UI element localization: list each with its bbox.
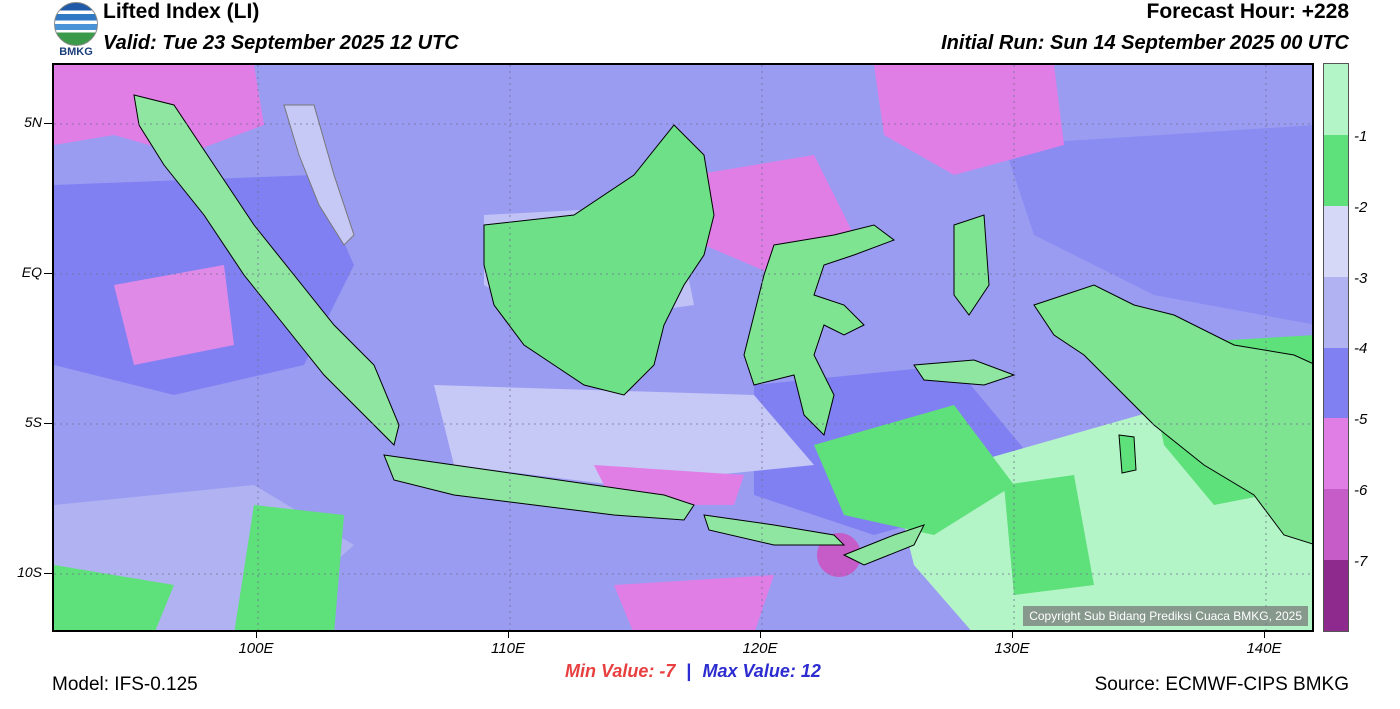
lat-tick <box>44 273 52 274</box>
colorbar-label: -6 <box>1354 482 1368 499</box>
min-value-label: Min Value: <box>565 661 655 681</box>
field-zone-magenta <box>114 265 234 365</box>
papua-island <box>1033 284 1312 545</box>
map-svg <box>54 65 1312 630</box>
colorbar-segment <box>1324 418 1348 490</box>
colorbar-segment <box>1324 205 1348 277</box>
min-max-separator: | <box>686 661 692 681</box>
lon-label-140e: 140E <box>1246 640 1282 657</box>
colorbar-label: -7 <box>1354 553 1368 570</box>
sulawesi-island <box>743 224 896 436</box>
colorbar-segment <box>1324 276 1348 348</box>
initial-run: Initial Run: Sun 14 September 2025 00 UT… <box>941 32 1349 54</box>
min-value: -7 <box>659 661 676 681</box>
max-value: 12 <box>800 661 821 681</box>
field-zone-magenta <box>614 575 774 630</box>
field-zone-green <box>54 565 174 630</box>
field-zone-green <box>814 405 1014 535</box>
lon-label-120e: 120E <box>742 640 778 657</box>
lat-tick <box>44 123 52 124</box>
lat-label-5n: 5N <box>24 114 42 130</box>
java-island <box>383 454 695 521</box>
data-source: Source: ECMWF-CIPS BMKG <box>1094 674 1349 695</box>
seram-island <box>913 359 1016 386</box>
model-name: Model: IFS-0.125 <box>52 674 198 695</box>
colorbar-label: -5 <box>1354 411 1368 428</box>
colorbar-label: -4 <box>1354 340 1368 357</box>
field-zone-green <box>1004 475 1094 595</box>
colorbar-label: -3 <box>1354 270 1368 287</box>
bmkg-logo-text: BMKG <box>59 46 93 58</box>
lon-label-100e: 100E <box>238 640 274 657</box>
colorbar <box>1323 63 1349 632</box>
bmkg-logo-emblem <box>54 2 98 46</box>
lon-tick <box>1264 632 1265 638</box>
lat-label-10s: 10S <box>17 564 42 580</box>
sumatra-island <box>133 94 400 446</box>
max-value-label: Max Value: <box>702 661 796 681</box>
colorbar-segment <box>1324 64 1348 135</box>
min-max-values: Min Value: -7 | Max Value: 12 <box>565 661 821 682</box>
colorbar-segment <box>1324 489 1348 561</box>
lat-label-eq: EQ <box>21 264 42 280</box>
chart-title: Lifted Index (LI) <box>103 0 260 23</box>
lat-label-5s: 5S <box>24 414 42 430</box>
colorbar-segment <box>1324 347 1348 419</box>
lon-label-130e: 130E <box>994 640 1030 657</box>
lat-tick <box>44 573 52 574</box>
field-zone-green <box>234 505 344 630</box>
field-zone-blue <box>1004 125 1312 325</box>
colorbar-segment <box>1324 134 1348 206</box>
lon-tick <box>256 632 257 638</box>
lat-tick <box>44 423 52 424</box>
lon-label-110e: 110E <box>491 640 525 657</box>
graticule <box>54 65 1312 630</box>
lon-tick <box>760 632 761 638</box>
lesser-sunda-islands <box>703 514 846 546</box>
lon-tick <box>1012 632 1013 638</box>
malay-peninsula <box>283 104 355 246</box>
copyright-notice: Copyright Sub Bidang Prediksi Cuaca BMKG… <box>1023 606 1308 626</box>
timor-island <box>842 524 925 566</box>
aru-islands <box>1118 434 1137 474</box>
borneo-island <box>483 124 715 396</box>
valid-time: Valid: Tue 23 September 2025 12 UTC <box>103 32 459 54</box>
forecast-hour: Forecast Hour: +228 <box>1146 0 1350 23</box>
halmahera-island <box>953 214 990 316</box>
colorbar-label: -1 <box>1354 128 1368 145</box>
colorbar-label: -2 <box>1354 199 1368 216</box>
lifted-index-map: Copyright Sub Bidang Prediksi Cuaca BMKG… <box>52 63 1314 632</box>
colorbar-segment <box>1324 560 1348 631</box>
lon-tick <box>508 632 509 638</box>
field-zone-lavender <box>434 385 814 485</box>
bmkg-logo: BMKG <box>52 2 100 60</box>
field-zone-magenta <box>874 65 1064 175</box>
